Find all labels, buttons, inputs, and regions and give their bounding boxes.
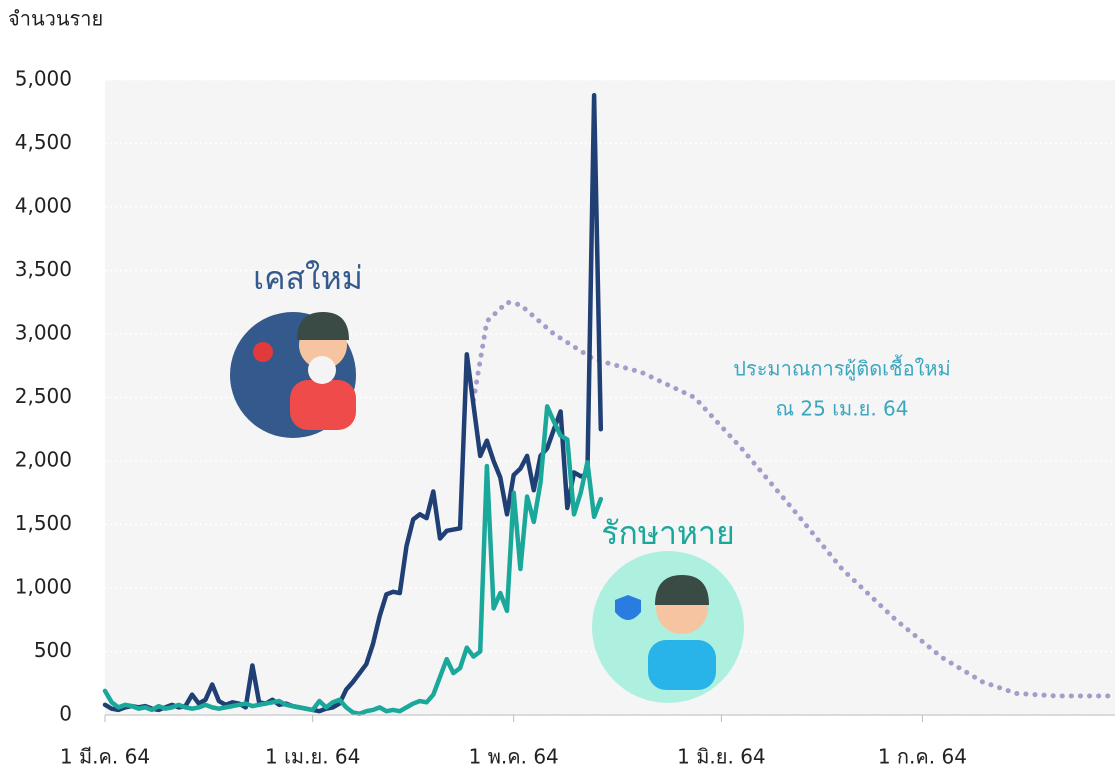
icon-body <box>648 640 716 690</box>
x-tick-label: 1 มิ.ย. 64 <box>677 745 766 769</box>
icon-hair <box>655 575 709 605</box>
icon-shield <box>615 595 641 620</box>
x-tick-label: 1 เม.ย. 64 <box>265 745 360 769</box>
annotation: ณ 25 เม.ย. 64 <box>776 397 909 421</box>
y-tick-label: 500 <box>34 638 72 662</box>
y-tick-label: 5,000 <box>15 67 72 91</box>
icon-virus <box>253 342 273 362</box>
y-tick-label: 1,500 <box>15 511 72 535</box>
x-tick-label: 1 มี.ค. 64 <box>60 745 150 769</box>
series-line <box>102 404 604 716</box>
x-tick-label: 1 ก.ค. 64 <box>878 745 967 769</box>
y-tick-label: 3,000 <box>15 321 72 345</box>
y-axis-title: จำนวนราย <box>8 7 103 31</box>
series-line <box>102 92 604 714</box>
annotation: เคสใหม่ <box>253 259 363 297</box>
y-tick-label: 4,500 <box>15 130 72 154</box>
icon-hair <box>297 312 349 340</box>
x-tick-label: 1 พ.ค. 64 <box>469 745 559 769</box>
icon-body <box>290 380 356 430</box>
y-tick-label: 2,000 <box>15 448 72 472</box>
icon-mask <box>308 356 336 384</box>
y-tick-label: 1,000 <box>15 575 72 599</box>
y-tick-label: 3,500 <box>15 257 72 281</box>
y-tick-label: 4,000 <box>15 194 72 218</box>
icons <box>230 312 744 703</box>
y-tick-label: 0 <box>59 702 72 726</box>
annotation: ประมาณการผู้ติดเชื้อใหม่ <box>733 355 950 382</box>
y-tick-label: 2,500 <box>15 384 72 408</box>
projection-line <box>471 299 1113 699</box>
annotation: รักษาหาย <box>601 514 734 552</box>
